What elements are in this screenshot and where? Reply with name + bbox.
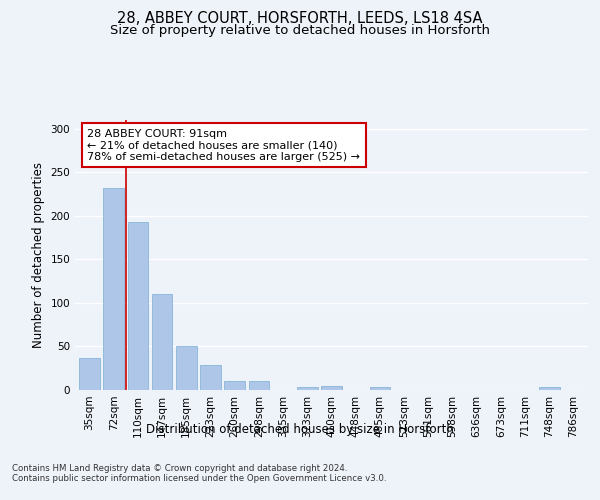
Bar bbox=[176, 346, 197, 390]
Bar bbox=[297, 386, 317, 390]
Text: Contains HM Land Registry data © Crown copyright and database right 2024.
Contai: Contains HM Land Registry data © Crown c… bbox=[12, 464, 386, 483]
Text: 28, ABBEY COURT, HORSFORTH, LEEDS, LS18 4SA: 28, ABBEY COURT, HORSFORTH, LEEDS, LS18 … bbox=[117, 11, 483, 26]
Bar bbox=[370, 388, 390, 390]
Bar bbox=[248, 382, 269, 390]
Bar bbox=[321, 386, 342, 390]
Bar bbox=[79, 358, 100, 390]
Y-axis label: Number of detached properties: Number of detached properties bbox=[32, 162, 45, 348]
Bar bbox=[103, 188, 124, 390]
Bar bbox=[200, 364, 221, 390]
Bar bbox=[128, 222, 148, 390]
Text: 28 ABBEY COURT: 91sqm
← 21% of detached houses are smaller (140)
78% of semi-det: 28 ABBEY COURT: 91sqm ← 21% of detached … bbox=[87, 128, 360, 162]
Text: Size of property relative to detached houses in Horsforth: Size of property relative to detached ho… bbox=[110, 24, 490, 37]
Text: Distribution of detached houses by size in Horsforth: Distribution of detached houses by size … bbox=[146, 422, 454, 436]
Bar bbox=[152, 294, 172, 390]
Bar bbox=[539, 388, 560, 390]
Bar bbox=[224, 382, 245, 390]
